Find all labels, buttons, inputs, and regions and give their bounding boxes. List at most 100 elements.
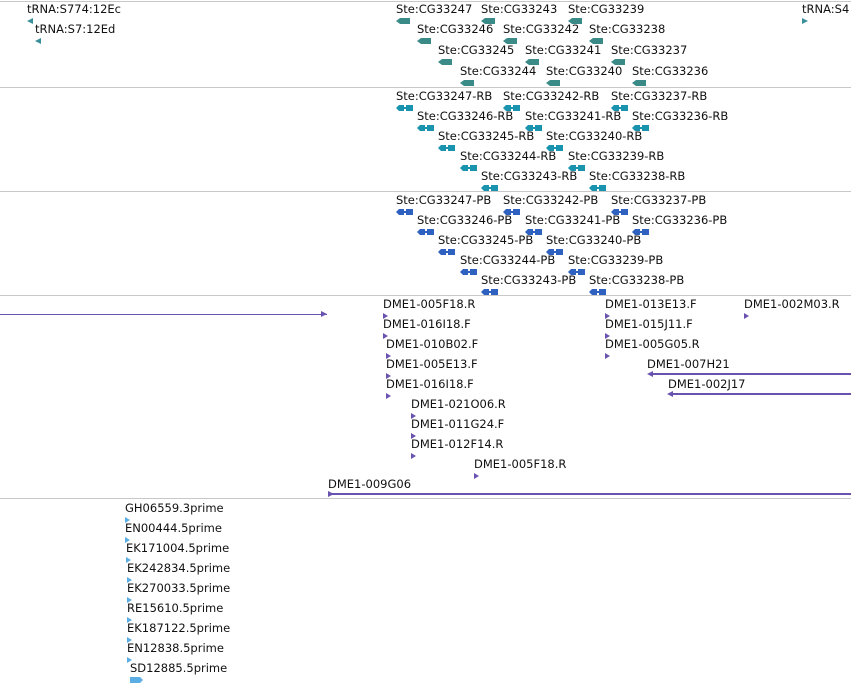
gene-feature[interactable]: Ste:CG33239 (568, 2, 652, 24)
right-triangle-icon (411, 453, 416, 459)
feature-label: Ste:CG33237 (611, 43, 688, 57)
transcript-feature[interactable]: Ste:CG33241-RB (525, 109, 629, 131)
clone-feature[interactable]: DME1-012F14.R (411, 437, 515, 459)
clone-feature[interactable]: DME1-021O06.R (411, 397, 515, 419)
trna-feature[interactable]: tRNA:S4 (802, 2, 851, 24)
feature-label: Ste:CG33238-PB (589, 273, 685, 287)
protein-exons-icon (568, 269, 585, 275)
transcript-feature[interactable]: Ste:CG33237-RB (611, 89, 715, 111)
gene-block-icon (438, 59, 452, 65)
right-triangle-icon (383, 333, 388, 339)
protein-feature[interactable]: Ste:CG33242-PB (503, 193, 607, 215)
transcript-feature[interactable]: Ste:CG33238-RB (589, 169, 693, 191)
gene-feature[interactable]: Ste:CG33245 (438, 43, 522, 65)
gene-feature[interactable]: Ste:CG33242 (503, 22, 587, 44)
protein-feature[interactable]: Ste:CG33246-PB (417, 213, 521, 235)
clone-feature[interactable]: DME1-005F18.R (383, 297, 483, 319)
transcript-feature[interactable]: Ste:CG33244-RB (460, 149, 564, 171)
feature-label: DME1-021O06.R (411, 397, 506, 411)
clone-feature[interactable]: DME1-015J11.F (605, 317, 705, 339)
clone-feature[interactable]: DME1-005G05.R (605, 337, 709, 359)
right-triangle-icon (386, 353, 391, 359)
est-feature[interactable]: EK187122.5prime (127, 621, 242, 643)
transcript-feature[interactable]: Ste:CG33236-RB (632, 109, 736, 131)
feature-label: SD12885.5prime (130, 661, 228, 675)
est-feature[interactable]: EK242834.5prime (127, 561, 237, 583)
gene-block-icon (568, 18, 582, 24)
feature-label: EK270033.5prime (127, 581, 231, 595)
feature-label: Ste:CG33237-PB (611, 193, 707, 207)
gene-block-icon (417, 38, 431, 44)
feature-label: EN12838.5prime (127, 641, 224, 655)
transcript-feature[interactable]: Ste:CG33239-RB (568, 149, 672, 171)
protein-feature[interactable]: Ste:CG33237-PB (611, 193, 715, 215)
protein-feature[interactable]: Ste:CG33243-PB (481, 273, 585, 295)
transcript-feature[interactable]: Ste:CG33240-RB (546, 129, 650, 151)
gene-feature[interactable]: Ste:CG33243 (481, 2, 565, 24)
protein-feature[interactable]: Ste:CG33236-PB (632, 213, 736, 235)
gene-feature[interactable]: Ste:CG33246 (417, 22, 501, 44)
est-feature[interactable]: GH06559.3prime (125, 501, 235, 523)
feature-label: DME1-007H21 (647, 357, 730, 371)
trna-feature[interactable]: tRNA:S774:12Ec (27, 2, 137, 24)
transcript-feature[interactable]: Ste:CG33243-RB (481, 169, 585, 191)
transcript-feature[interactable]: Ste:CG33247-RB (396, 89, 500, 111)
trna-feature[interactable]: tRNA:S7:12Ed (35, 22, 135, 44)
clone-span-feature[interactable]: DME1-002J17 (667, 377, 851, 399)
est-feature[interactable]: EN00444.5prime (125, 521, 235, 543)
gene-feature[interactable]: Ste:CG33240 (546, 64, 630, 86)
transcript-exons-icon (503, 105, 520, 111)
gene-block-icon (396, 18, 410, 24)
protein-feature[interactable]: Ste:CG33244-PB (460, 253, 564, 275)
clone-span-line (332, 493, 851, 495)
feature-label: GH06559.3prime (125, 501, 224, 515)
transcript-feature[interactable]: Ste:CG33242-RB (503, 89, 607, 111)
est-feature[interactable]: EK270033.5prime (127, 581, 237, 603)
gene-feature[interactable]: Ste:CG33244 (460, 64, 544, 86)
feature-label: Ste:CG33243-RB (481, 169, 578, 183)
protein-feature[interactable]: Ste:CG33245-PB (438, 233, 542, 255)
transcript-feature[interactable]: Ste:CG33245-RB (438, 129, 542, 151)
feature-label: EK187122.5prime (127, 621, 231, 635)
protein-exons-icon (503, 209, 520, 215)
est-feature[interactable]: EN12838.5prime (127, 641, 237, 663)
protein-feature[interactable]: Ste:CG33247-PB (396, 193, 500, 215)
clone-feature[interactable]: DME1-016I18.F (386, 377, 486, 399)
clone-feature[interactable]: DME1-013E13.F (605, 297, 705, 319)
gene-feature[interactable]: Ste:CG33236 (632, 64, 716, 86)
feature-label: RE15610.5prime (127, 601, 224, 615)
transcript-track: Ste:CG33247-RB Ste:CG33242-RB Ste:CG3323… (0, 88, 851, 191)
gene-track: tRNA:S774:12Ec tRNA:S7:12Ed tRNA:S4 Ste:… (0, 0, 851, 87)
protein-exons-icon (460, 269, 477, 275)
clone-feature[interactable]: DME1-016I18.F (383, 317, 483, 339)
clone-span-feature[interactable]: DME1-007H21 (647, 357, 851, 379)
est-feature[interactable]: EK171004.5prime (126, 541, 236, 563)
clone-feature[interactable]: DME1-005F18.R (474, 457, 578, 479)
gene-block-icon (611, 59, 625, 65)
protein-feature[interactable]: Ste:CG33239-PB (568, 253, 672, 275)
protein-feature[interactable]: Ste:CG33238-PB (589, 273, 693, 295)
feature-label: Ste:CG33247-PB (396, 193, 492, 207)
clone-span-feature[interactable] (0, 311, 327, 319)
transcript-feature[interactable]: Ste:CG33246-RB (417, 109, 521, 131)
feature-label: DME1-015J11.F (605, 317, 693, 331)
feature-label: tRNA:S7:12Ed (35, 22, 116, 36)
protein-feature[interactable]: Ste:CG33240-PB (546, 233, 650, 255)
transcript-exons-icon (568, 165, 585, 171)
protein-feature[interactable]: Ste:CG33241-PB (525, 213, 629, 235)
est-feature[interactable]: RE15610.5prime (127, 601, 237, 623)
est-feature[interactable]: SD12885.5prime (130, 661, 240, 683)
transcript-exons-icon (632, 125, 649, 131)
clone-span-feature[interactable]: DME1-009G06 (328, 477, 851, 498)
transcript-exons-icon (546, 145, 563, 151)
right-triangle-icon (383, 313, 388, 319)
gene-feature[interactable]: Ste:CG33247 (396, 2, 480, 24)
clone-feature[interactable]: DME1-005E13.F (386, 357, 486, 379)
gene-feature[interactable]: Ste:CG33238 (589, 22, 673, 44)
right-triangle-icon (386, 373, 391, 379)
gene-feature[interactable]: Ste:CG33237 (611, 43, 695, 65)
clone-feature[interactable]: DME1-011G24.F (411, 417, 515, 439)
clone-feature[interactable]: DME1-010B02.F (386, 337, 486, 359)
gene-feature[interactable]: Ste:CG33241 (525, 43, 609, 65)
clone-feature[interactable]: DME1-002M03.R (744, 297, 848, 319)
